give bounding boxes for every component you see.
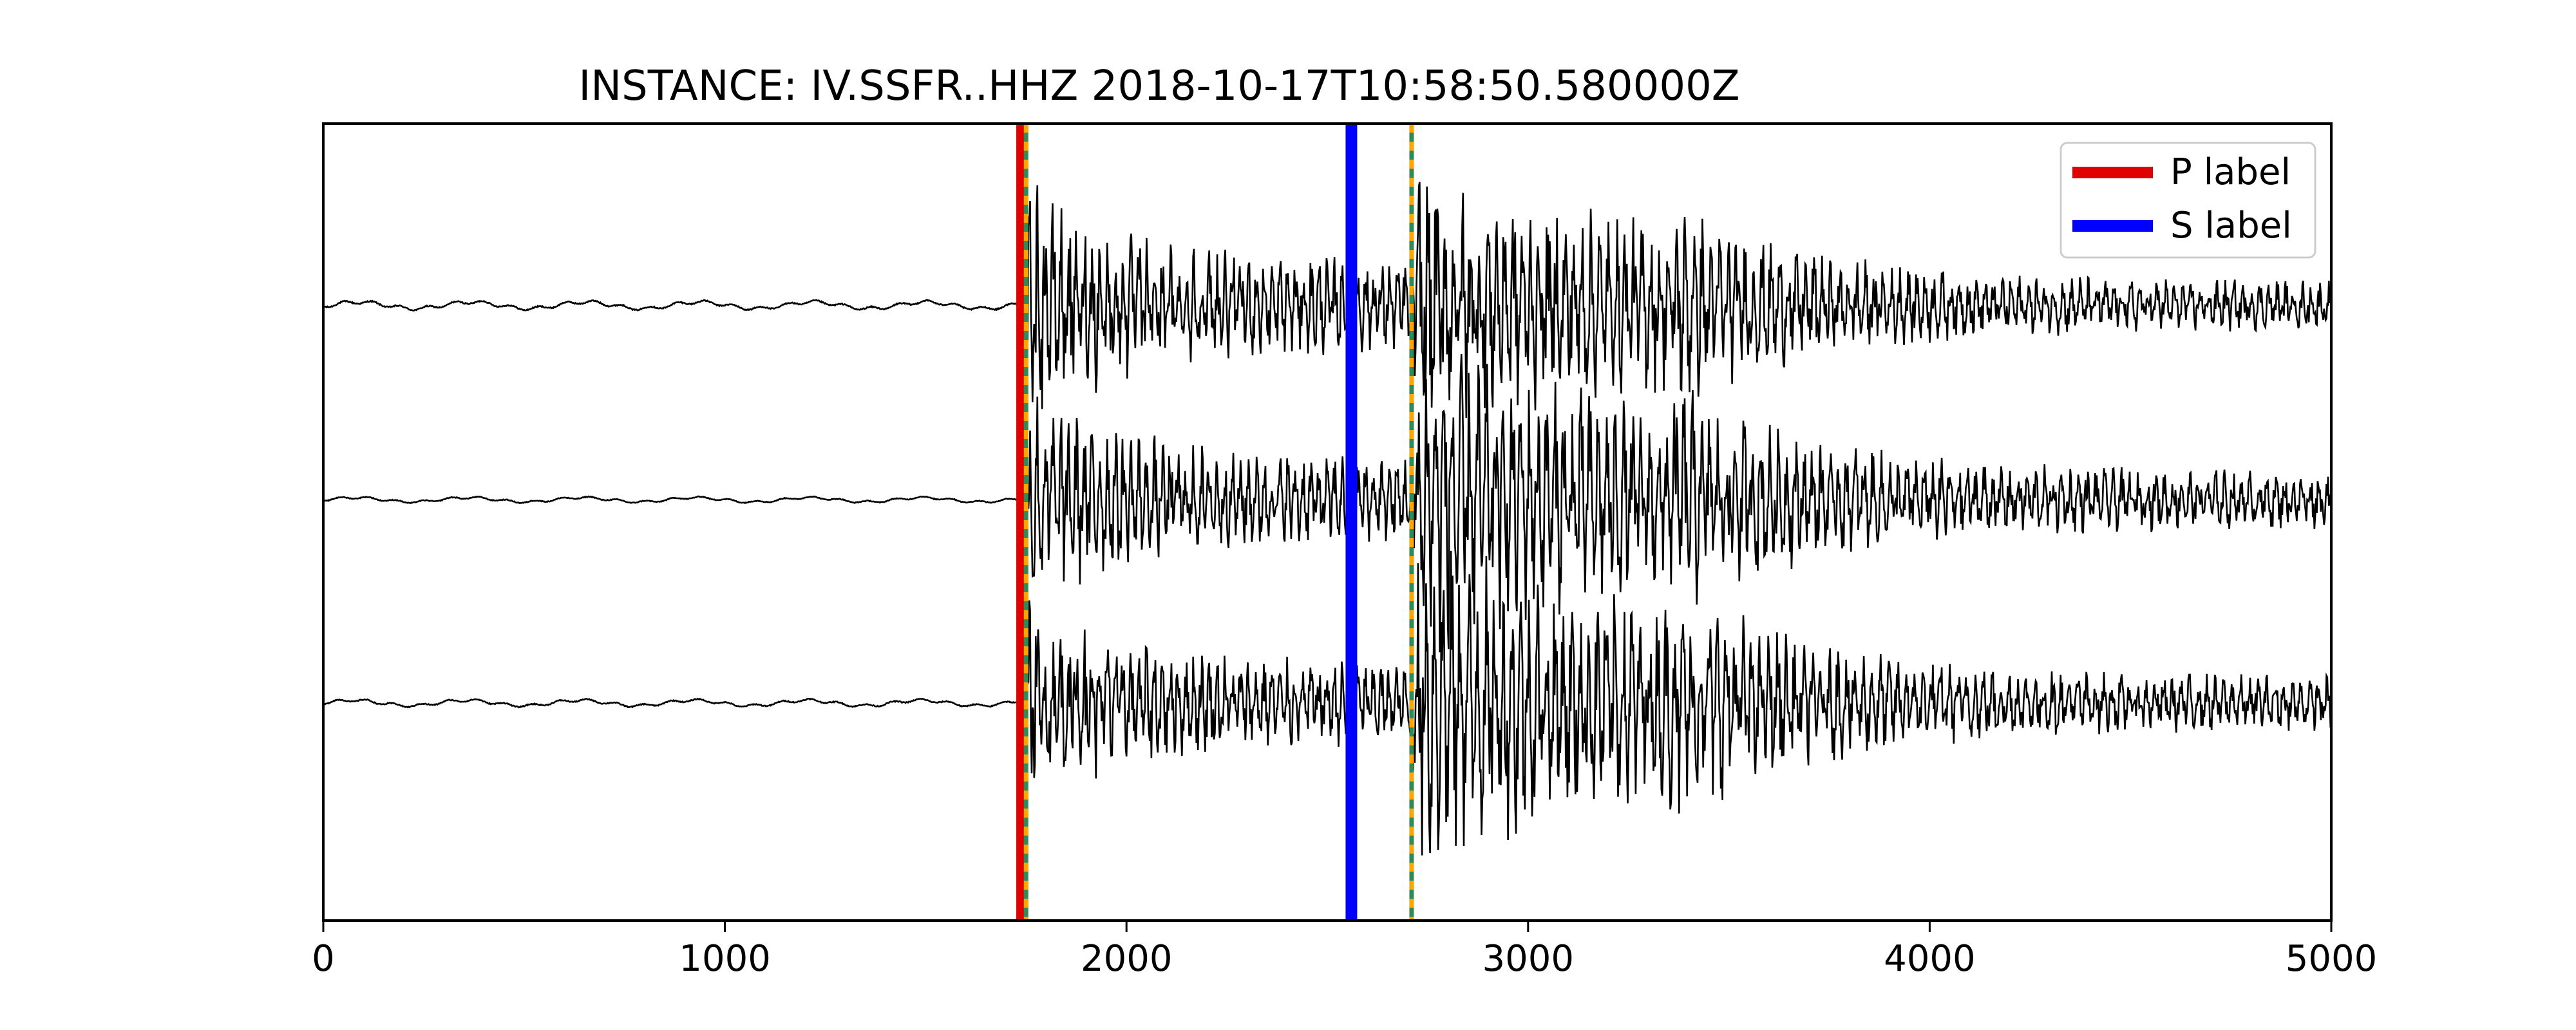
x-axis: 0 1000 2000 3000 4000 5000 — [312, 122, 2378, 980]
x-tick-label-5000: 5000 — [2286, 938, 2378, 980]
plot-area — [323, 124, 2333, 921]
x-tick-label-3000: 3000 — [1482, 938, 1575, 980]
waveform-trace-1 — [323, 182, 2333, 418]
waveform-trace-2 — [323, 354, 2333, 653]
legend-label-s-label: S label — [2170, 205, 2292, 247]
legend-label-p-label: P label — [2170, 151, 2291, 193]
chart-title: INSTANCE: IV.SSFR..HHZ 2018-10-17T10:58:… — [578, 62, 1739, 110]
x-tick-label-1000: 1000 — [679, 938, 771, 980]
x-tick-label-0: 0 — [312, 938, 335, 980]
legend: P label S label — [2060, 142, 2316, 259]
plot-frame — [322, 122, 2333, 922]
x-tick-label-4000: 4000 — [1884, 938, 1976, 980]
waveform-trace-3 — [323, 550, 2333, 856]
x-tick-label-2000: 2000 — [1081, 938, 1173, 980]
